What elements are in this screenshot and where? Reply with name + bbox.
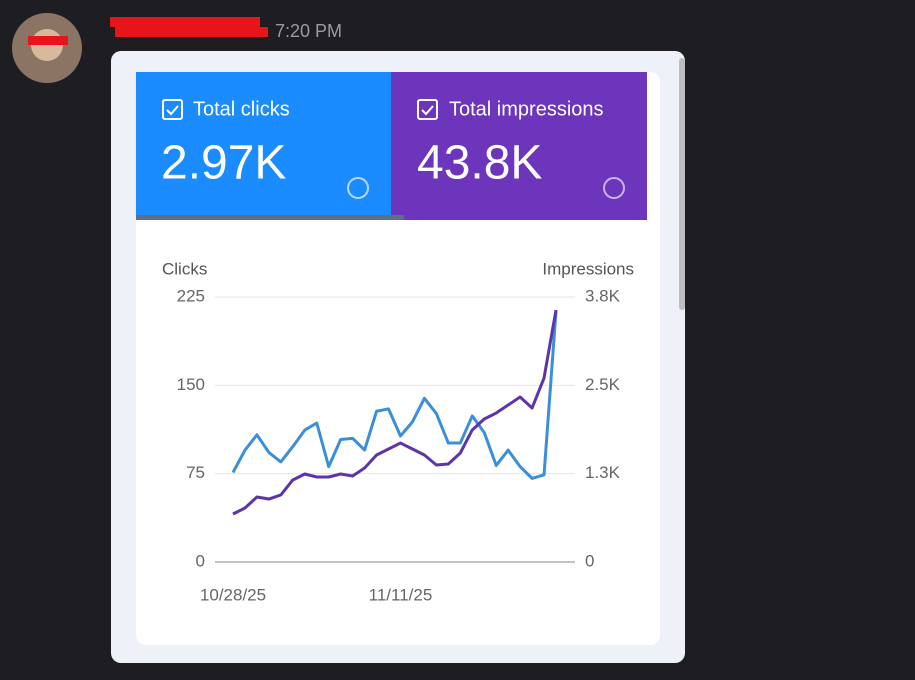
plot: 0 75 150 225 0 1.3K 2.5K 3.8K 10/28/25 11/11/25: [177, 286, 621, 604]
metric-tile[interactable]: [391, 72, 647, 220]
y-tick-label: 150: [177, 375, 205, 394]
name-redaction: [110, 17, 260, 27]
y2-tick-label: 1.3K: [585, 463, 621, 482]
checkbox[interactable]: [417, 99, 438, 120]
y2-tick-label: 0: [585, 551, 594, 570]
series-line: [231, 311, 558, 480]
y2-tick-label: 2.5K: [585, 375, 621, 394]
name-redaction: [115, 27, 268, 37]
metric-total: 43.8K: [417, 137, 542, 190]
scrollbar: [679, 58, 685, 310]
metric-name: Total impressions: [449, 98, 604, 120]
y-tick-label: 225: [177, 286, 205, 305]
y-tick-label: 75: [186, 463, 205, 482]
metric-total: 2.97K: [161, 137, 286, 190]
checkbox[interactable]: [162, 99, 183, 120]
help-icon[interactable]: [603, 177, 625, 199]
checkmark: [421, 105, 434, 116]
y-axis-label: Clicks: [162, 259, 207, 278]
checkmark: [166, 105, 179, 116]
help-icon[interactable]: [347, 177, 369, 199]
timestamp: 7:20 PM: [275, 21, 342, 41]
series-line: [232, 309, 558, 516]
y2-tick-label: 3.8K: [585, 286, 621, 305]
tile-underline: [136, 215, 404, 220]
y2-axis-label: Impressions: [542, 259, 634, 278]
y-tick-label: 0: [196, 551, 205, 570]
metric-name: Total clicks: [193, 98, 290, 120]
x-tick-label: 10/28/25: [200, 585, 266, 604]
metric-tile[interactable]: [136, 72, 391, 220]
x-tick-label: 11/11/25: [369, 585, 433, 604]
avatar-redaction: [28, 36, 68, 45]
